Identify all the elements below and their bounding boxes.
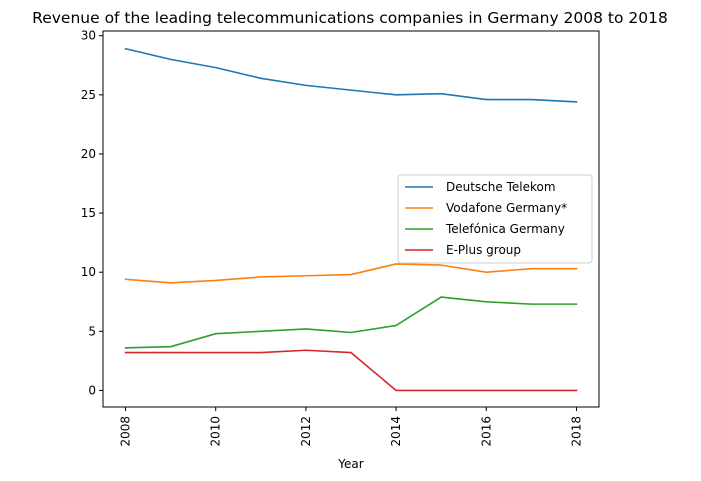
y-tick-label: 20 xyxy=(81,147,96,161)
x-tick-label: 2016 xyxy=(479,416,493,447)
x-tick-label: 2018 xyxy=(569,416,583,447)
plot-frame xyxy=(102,30,600,408)
x-tick-label: 2012 xyxy=(299,416,313,447)
y-tick-label: 5 xyxy=(88,324,96,338)
legend-label: Telefónica Germany xyxy=(445,222,565,236)
x-tick-label: 2014 xyxy=(389,416,403,447)
series-line-1 xyxy=(124,263,578,284)
series-line-0 xyxy=(124,47,578,103)
x-tick-label: 2010 xyxy=(209,416,223,447)
series-layer xyxy=(124,47,578,392)
series-line-2 xyxy=(124,296,578,349)
x-tick-label: 2008 xyxy=(119,416,133,447)
x-axis-label: Year xyxy=(337,457,363,471)
y-tick-label: 0 xyxy=(88,383,96,397)
y-tick-label: 10 xyxy=(81,265,96,279)
x-axis: 2008 2010 2012 2014 2016 2018 xyxy=(119,407,583,447)
legend-box xyxy=(397,174,593,264)
legend: Deutsche Telekom Vodafone Germany* Telefón… xyxy=(397,174,593,264)
legend-label: Deutsche Telekom xyxy=(446,180,556,194)
series-line-3 xyxy=(124,349,578,392)
chart-title: Revenue of the leading telecommunication… xyxy=(32,9,668,27)
y-tick-label: 25 xyxy=(81,88,96,102)
y-tick-label: 15 xyxy=(81,206,96,220)
legend-label: Vodafone Germany* xyxy=(446,201,567,215)
y-tick-label: 30 xyxy=(81,29,96,43)
legend-label: E-Plus group xyxy=(446,243,521,257)
y-axis: 0 5 10 15 20 25 30 xyxy=(81,29,103,397)
